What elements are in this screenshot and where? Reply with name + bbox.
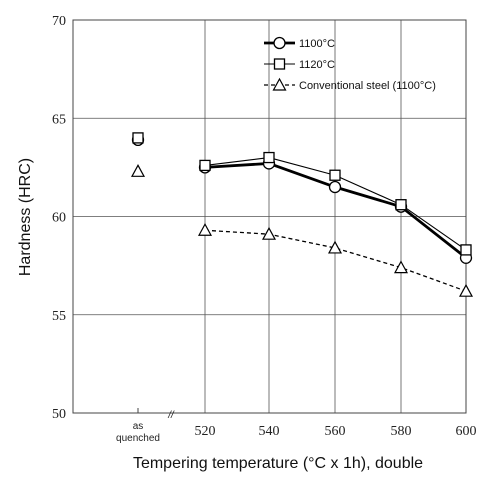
- series-markers-triangle: [130, 164, 474, 297]
- axes: [72, 19, 467, 414]
- data-point-triangle: [327, 240, 343, 254]
- data-point-triangle: [130, 164, 146, 177]
- x-tick-label: 560: [325, 424, 346, 439]
- y-tick-label: 55: [52, 309, 66, 324]
- y-tick-label: 50: [52, 407, 66, 422]
- x-axis-label: Tempering temperature (°C x 1h), double: [133, 455, 423, 472]
- data-point-square: [199, 159, 211, 172]
- legend-marker-circle: [273, 36, 286, 50]
- data-point-square: [132, 132, 144, 144]
- y-tick-label: 65: [52, 112, 66, 127]
- legend-marker-square: [273, 58, 286, 70]
- legend-label: Conventional steel (1100°C): [299, 80, 436, 92]
- data-point-square: [460, 244, 472, 256]
- data-point-square: [395, 199, 407, 211]
- data-point-triangle: [261, 226, 277, 240]
- x-tick-label-as-quenched: quenched: [116, 433, 160, 444]
- series-markers-circle: [131, 133, 473, 264]
- grid: [73, 19, 467, 414]
- series-markers-square: [132, 132, 472, 256]
- plot-frame: [72, 19, 467, 414]
- x-tick-label-as-quenched: as: [133, 421, 144, 432]
- data-point-square: [329, 169, 341, 181]
- legend-marker-triangle: [272, 77, 287, 91]
- x-tick-label: 580: [391, 424, 412, 439]
- x-tick-label: 520: [195, 424, 216, 439]
- legend-entry: 1100°C: [264, 36, 335, 50]
- y-tick-label: 60: [52, 211, 66, 226]
- x-tick-label: 540: [259, 424, 280, 439]
- data-point-circle: [328, 180, 342, 194]
- data-point-triangle: [393, 260, 409, 274]
- series-triangle: [204, 229, 467, 292]
- y-tick-label: 70: [52, 14, 66, 29]
- axis-break-symbol: //: [167, 410, 175, 421]
- data-point-triangle: [197, 223, 213, 236]
- y-axis-label: Hardness (HRC): [17, 158, 34, 276]
- legend-entry: Conventional steel (1100°C): [264, 77, 436, 92]
- series-group: [130, 132, 474, 297]
- data-point-triangle: [458, 283, 474, 297]
- legend-entry: 1120°C: [264, 58, 335, 71]
- legend-label: 1100°C: [299, 38, 335, 50]
- legend-label: 1120°C: [299, 59, 335, 71]
- x-tick-label: 600: [456, 424, 477, 439]
- data-point-square: [263, 151, 275, 164]
- legend: 1100°C 1120°C Conventional steel (1100°C): [264, 36, 436, 92]
- series-line: [204, 229, 467, 292]
